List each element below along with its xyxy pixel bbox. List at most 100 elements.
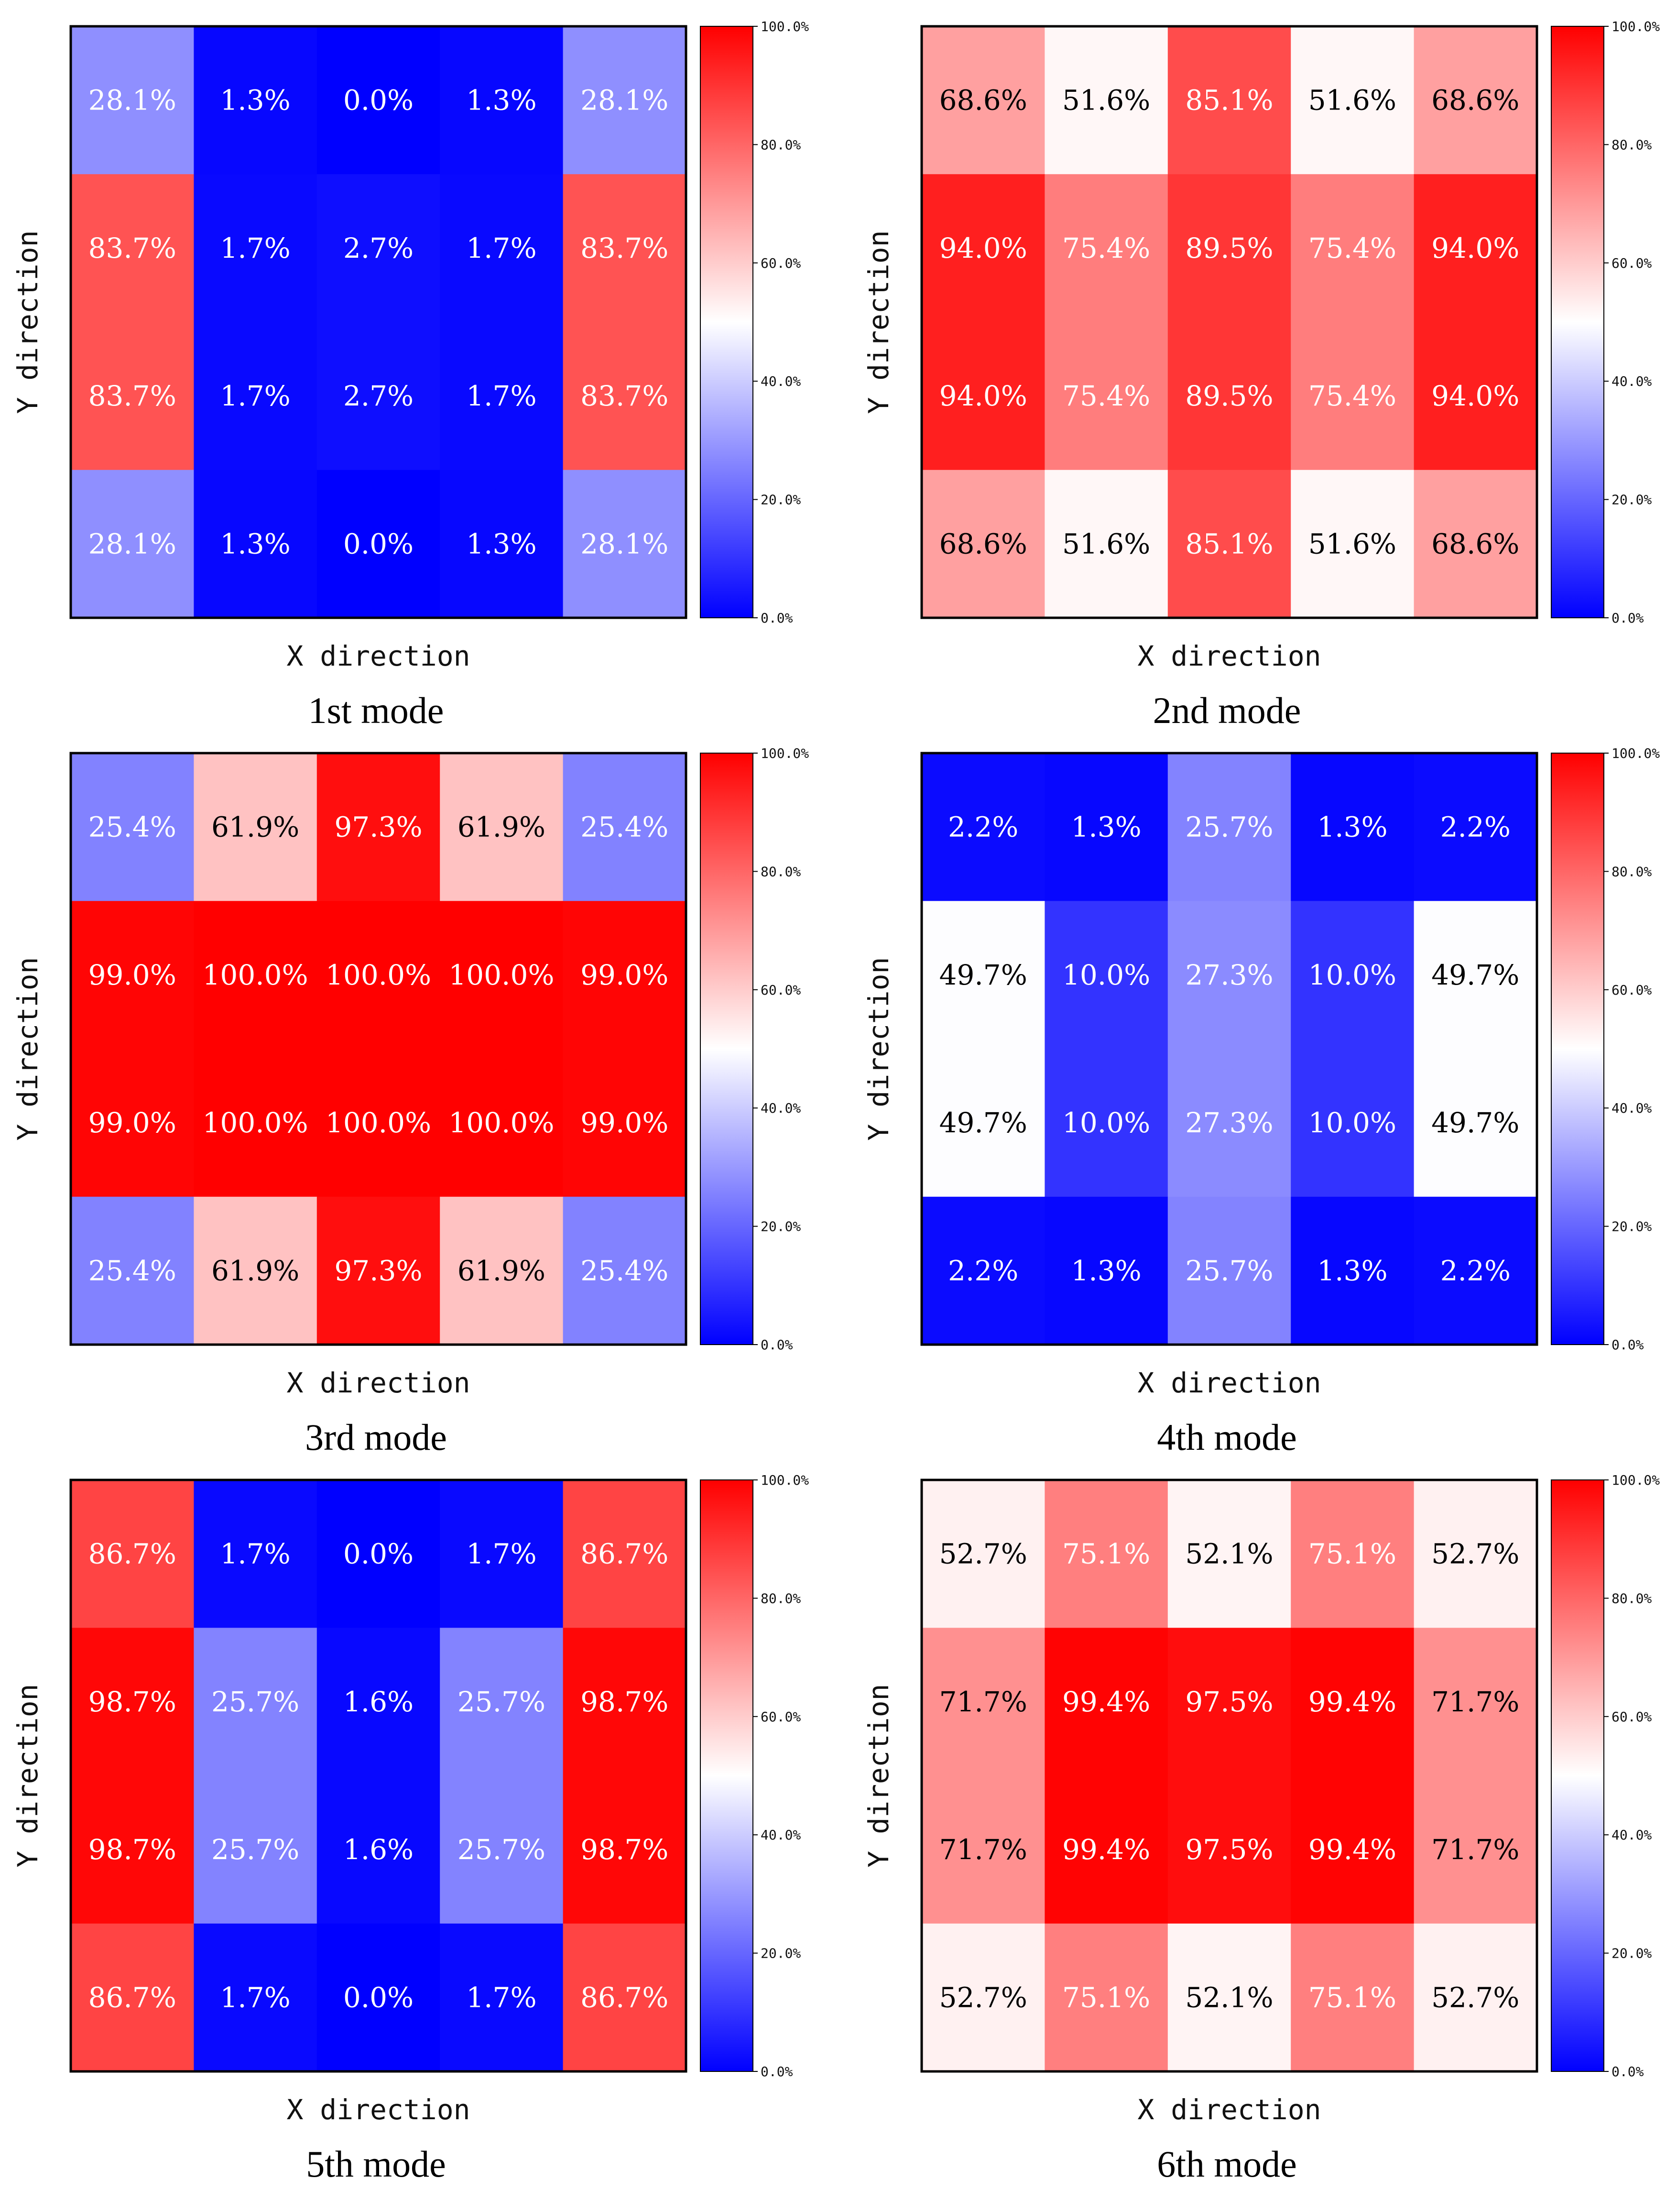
heatmap-cell (563, 322, 686, 471)
colorbar-tick-label: 60.0% (1612, 1709, 1652, 1725)
heatmap-cell (1291, 322, 1415, 471)
cell-value-label: 0.0% (343, 1538, 414, 1570)
cell-value-label: 2.2% (1440, 1254, 1511, 1287)
colorbar-tick-label: 80.0% (761, 864, 801, 879)
cell-value-label: 1.3% (1071, 1254, 1141, 1287)
heatmap-cell (1414, 322, 1537, 471)
x-axis-label: X direction (1137, 1367, 1321, 1399)
colorbar-tick-label: 20.0% (761, 1219, 801, 1235)
colorbar-tick-label: 100.0% (761, 1472, 809, 1488)
cell-value-label: 100.0% (448, 1106, 554, 1139)
heatmap-cell (1167, 470, 1291, 618)
colorbar-tick-label: 0.0% (1612, 1337, 1644, 1353)
heatmap-cell (563, 1196, 686, 1345)
heatmap-cell (71, 1628, 194, 1776)
heatmap-cell (922, 1049, 1045, 1197)
heatmap-cell (71, 901, 194, 1049)
cell-value-label: 1.7% (466, 1538, 536, 1570)
heatmap-cell (71, 1480, 194, 1628)
cell-value-label: 98.7% (88, 1833, 176, 1866)
heatmap-border (69, 752, 687, 1346)
colorbar-tick-label: 60.0% (761, 255, 801, 271)
colorbar-tick-label: 60.0% (761, 982, 801, 998)
heatmap-cell (440, 1049, 564, 1197)
cell-value-label: 51.6% (1062, 84, 1150, 117)
cell-value-label: 25.4% (580, 811, 668, 843)
heatmap-cell (1167, 174, 1291, 322)
cell-value-label: 100.0% (326, 1106, 431, 1139)
heatmap-cell (1291, 1775, 1415, 1924)
cell-value-label: 1.7% (466, 380, 536, 412)
colorbar-tick-label: 20.0% (1612, 1946, 1652, 1961)
heatmap-cell (1045, 1480, 1168, 1628)
heatmap-cell (1291, 753, 1415, 901)
heatmap-cell (316, 1480, 440, 1628)
heatmap-cell (71, 322, 194, 471)
heatmap-cell (71, 753, 194, 901)
cell-value-label: 49.7% (1431, 1106, 1519, 1139)
colorbar-tick-label: 40.0% (761, 373, 801, 389)
heatmap-cell (922, 753, 1045, 901)
heatmap-cell (1414, 1628, 1537, 1776)
cell-value-label: 10.0% (1308, 1106, 1396, 1139)
heatmap-cell (1045, 1196, 1168, 1345)
colorbar-tick-label: 20.0% (1612, 1219, 1652, 1235)
cell-value-label: 10.0% (1308, 959, 1396, 991)
heatmap-cell (1045, 26, 1168, 175)
heatmap-cell (922, 1775, 1045, 1924)
cell-value-label: 1.7% (220, 232, 290, 264)
cell-value-label: 99.0% (580, 959, 668, 991)
heatmap-cell (194, 470, 317, 618)
cell-value-label: 28.1% (580, 527, 668, 560)
cell-value-label: 28.1% (88, 84, 176, 117)
cell-value-label: 68.6% (1431, 84, 1519, 117)
colorbar-tick-label: 0.0% (1612, 610, 1644, 626)
heatmap-cell (1045, 1775, 1168, 1924)
cell-value-label: 2.7% (343, 232, 414, 264)
heatmap-cell (1291, 1196, 1415, 1345)
cell-value-label: 98.7% (580, 1833, 668, 1866)
heatmap-cell (1414, 1923, 1537, 2072)
cell-value-label: 61.9% (457, 1254, 545, 1287)
heatmap-cell (71, 1923, 194, 2072)
cell-value-label: 28.1% (88, 527, 176, 560)
cell-value-label: 0.0% (343, 527, 414, 560)
colorbar-tick-label: 80.0% (1612, 864, 1652, 879)
cell-value-label: 75.4% (1308, 380, 1396, 412)
colorbar-tick-label: 60.0% (1612, 255, 1652, 271)
colorbar-tick-label: 100.0% (1612, 19, 1660, 34)
cell-value-label: 94.0% (939, 380, 1027, 412)
cell-value-label: 99.0% (88, 1106, 176, 1139)
heatmap-cell (922, 1923, 1045, 2072)
y-axis-label: Y direction (11, 1684, 44, 1867)
cell-value-label: 71.7% (939, 1833, 1027, 1866)
heatmap-cell (563, 753, 686, 901)
cell-value-label: 0.0% (343, 1981, 414, 2014)
heatmap-cell (563, 901, 686, 1049)
heatmap-cell (1167, 901, 1291, 1049)
cell-value-label: 61.9% (211, 811, 299, 843)
heatmap-cell (1167, 1196, 1291, 1345)
heatmap-cell (440, 174, 564, 322)
colorbar-tick-label: 40.0% (1612, 1100, 1652, 1116)
heatmap-cell (316, 901, 440, 1049)
heatmap-cell (316, 1923, 440, 2072)
cell-value-label: 1.3% (466, 84, 536, 117)
heatmap-cell (922, 901, 1045, 1049)
colorbar (700, 753, 753, 1345)
heatmap-cell (194, 1628, 317, 1776)
heatmap-cell (194, 753, 317, 901)
cell-value-label: 52.7% (939, 1538, 1027, 1570)
cell-value-label: 68.6% (1431, 527, 1519, 560)
x-axis-label: X direction (1137, 640, 1321, 672)
colorbar-tick-label: 0.0% (1612, 2064, 1644, 2080)
cell-value-label: 85.1% (1185, 527, 1273, 560)
cell-value-label: 85.1% (1185, 84, 1273, 117)
colorbar (1551, 26, 1604, 618)
colorbar-tick-label: 100.0% (761, 745, 809, 761)
heatmap-cell (1291, 1049, 1415, 1197)
colorbar-tick-label: 60.0% (761, 1709, 801, 1725)
cell-value-label: 1.6% (343, 1833, 414, 1866)
heatmap-cell (316, 1196, 440, 1345)
heatmap-cell (194, 1196, 317, 1345)
